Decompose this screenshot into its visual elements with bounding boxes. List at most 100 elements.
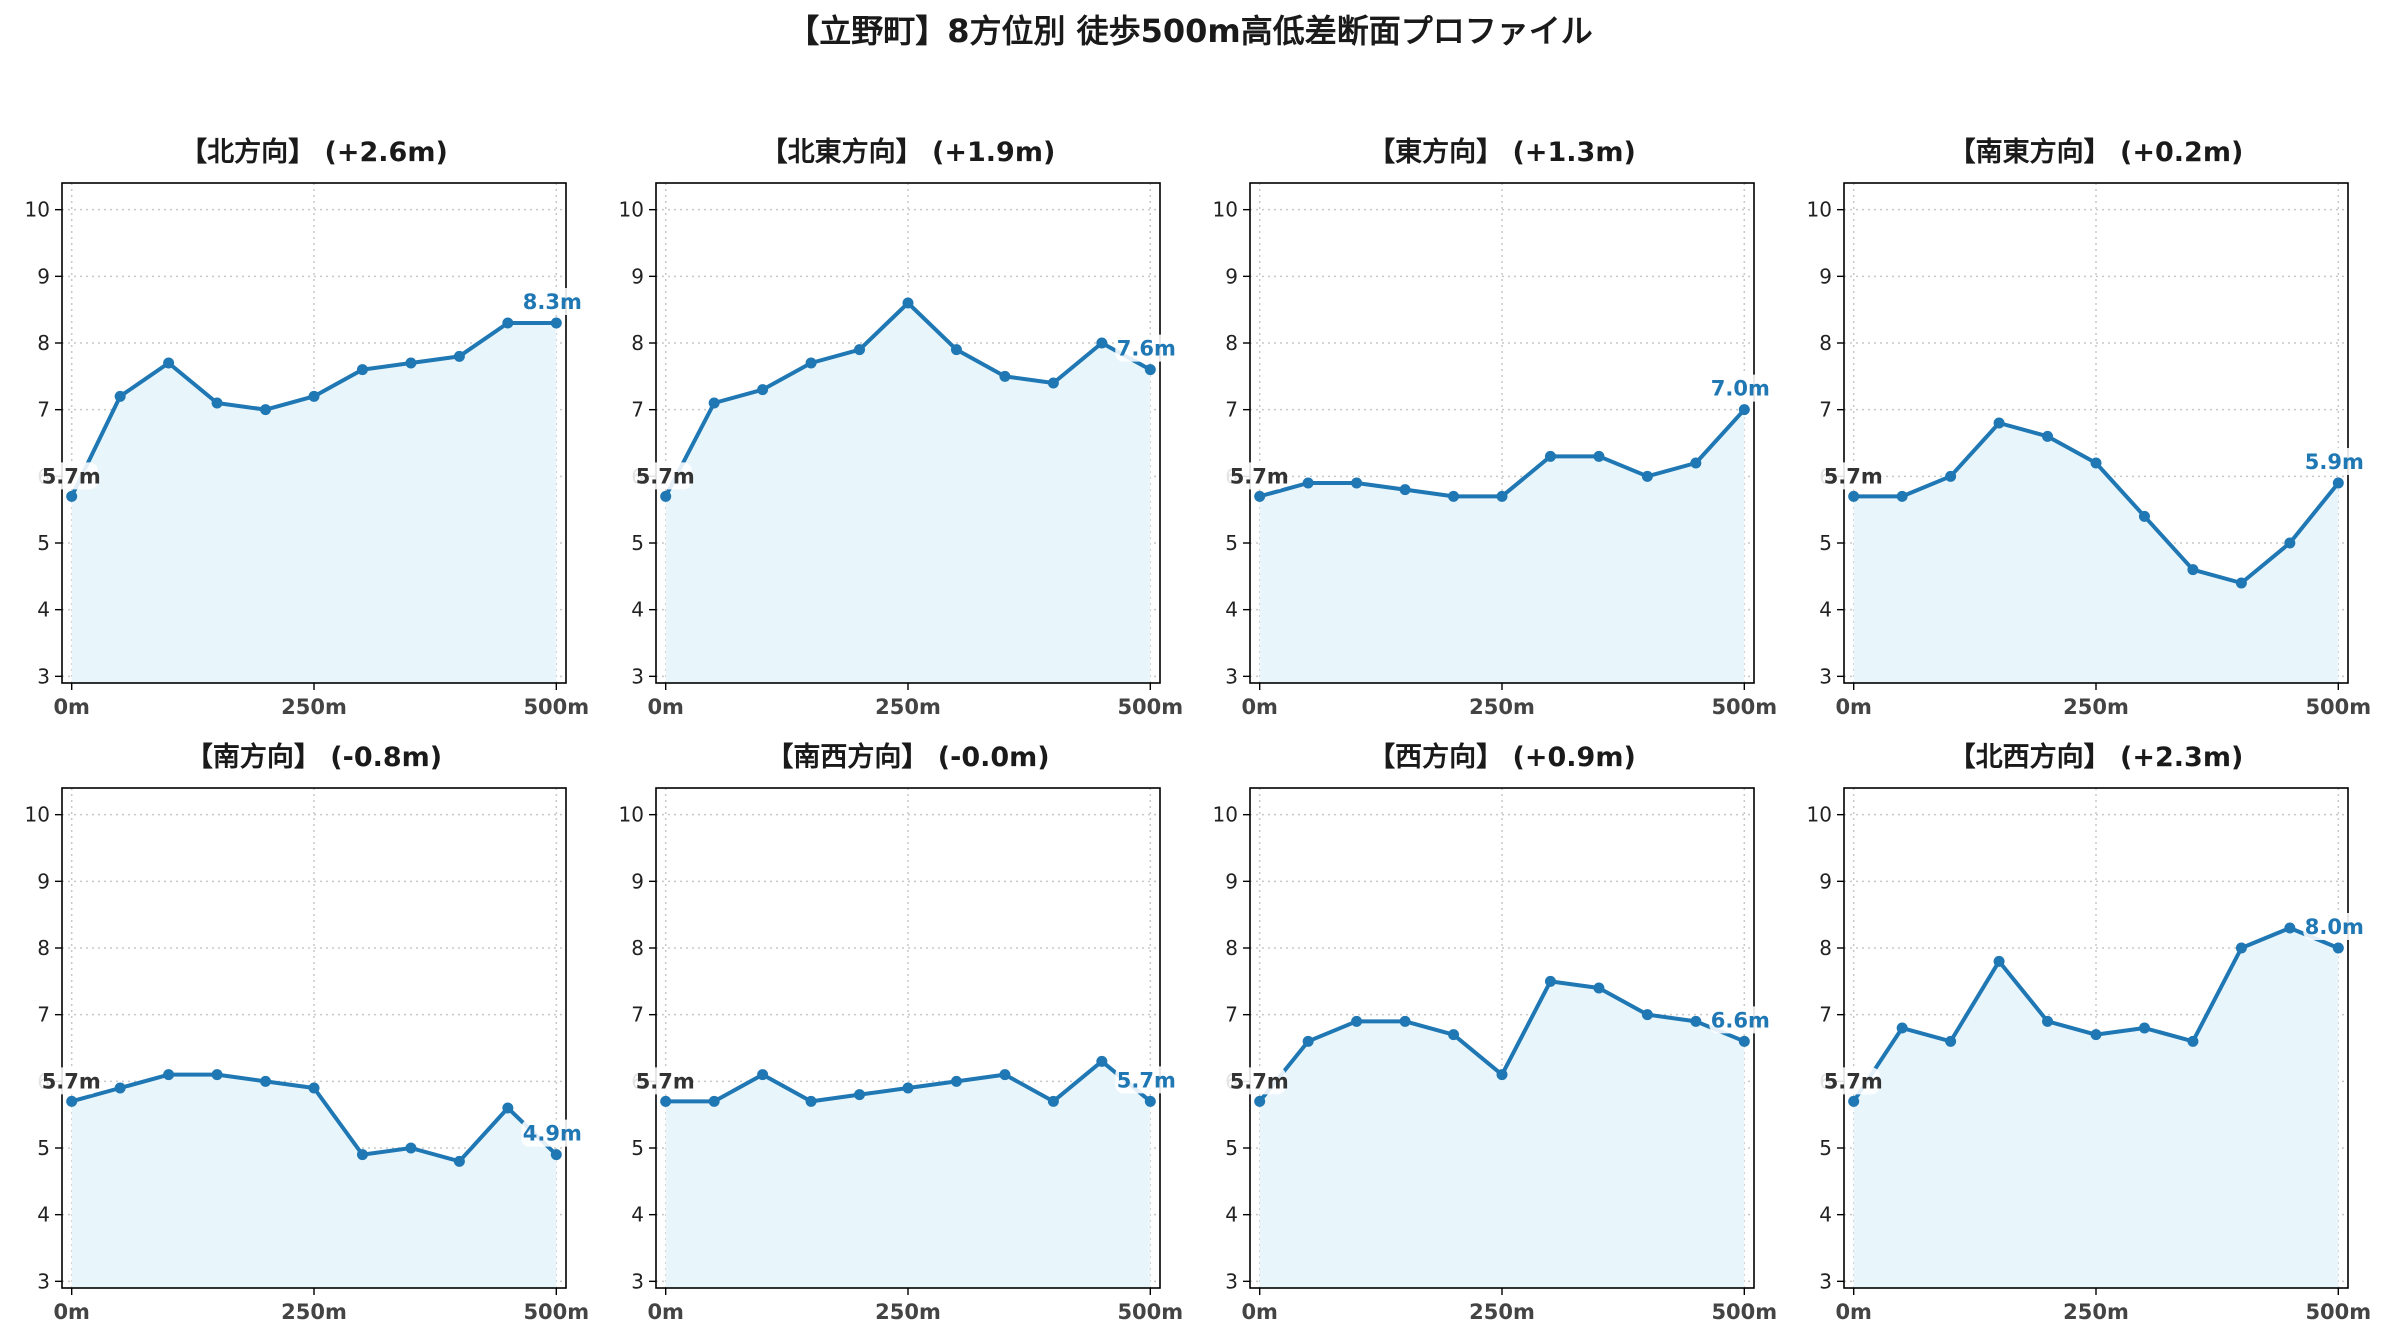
panel-title: 【南西方向】 (-0.0m) — [766, 741, 1049, 773]
start-value-label-text: 5.7m — [636, 1069, 695, 1093]
data-point — [2332, 477, 2344, 489]
start-value-label: 5.7m — [629, 1067, 695, 1095]
y-tick-label: 7 — [1225, 398, 1238, 422]
start-value-label-bg — [1223, 462, 1286, 490]
data-point — [1593, 450, 1605, 462]
data-point — [1848, 490, 1860, 502]
data-point — [1544, 975, 1556, 987]
start-value-label-bg — [1817, 462, 1880, 490]
chart-panel-6: 【南西方向】 (-0.0m)3456789100m250m500m5.7m5.7… — [619, 741, 1184, 1324]
start-value-label: 5.7m — [629, 462, 695, 490]
data-point — [1496, 490, 1508, 502]
start-value-label-bg — [35, 462, 98, 490]
start-value-label: 5.7m — [1817, 1067, 1883, 1095]
data-point — [708, 1095, 720, 1107]
start-value-label-bg — [1817, 1067, 1880, 1095]
data-point — [999, 1069, 1011, 1081]
area-fill — [665, 303, 1151, 683]
data-point — [1896, 1022, 1908, 1034]
y-tick-label: 5 — [1819, 1136, 1832, 1160]
start-value-label-text: 5.7m — [1230, 464, 1289, 488]
data-point — [1144, 1095, 1156, 1107]
chart-panel-5: 【南方向】 (-0.8m)3456789100m250m500m5.7m4.9m — [25, 741, 590, 1324]
end-value-label-bg — [2303, 448, 2366, 475]
data-point — [2284, 537, 2296, 549]
data-point — [902, 297, 914, 309]
start-value-label-bg — [35, 1067, 98, 1095]
y-tick-label: 10 — [619, 198, 644, 222]
chart-panel-8: 【北西方向】 (+2.3m)3456789100m250m500m5.7m8.0… — [1807, 741, 2372, 1324]
data-point — [2042, 430, 2054, 442]
data-point — [1896, 490, 1908, 502]
x-tick-label: 250m — [2063, 1300, 2129, 1324]
data-point — [1144, 364, 1156, 376]
data-point — [1448, 490, 1460, 502]
start-value-label: 5.7m — [35, 1067, 101, 1095]
end-value-label: 8.0m — [2303, 913, 2366, 940]
data-point — [308, 1082, 320, 1094]
y-tick-label: 5 — [37, 1136, 50, 1160]
y-tick-label: 5 — [1225, 1136, 1238, 1160]
data-point — [211, 1069, 223, 1081]
end-value-label-bg — [521, 288, 584, 315]
data-point — [1738, 1035, 1750, 1047]
y-tick-label: 5 — [631, 531, 644, 555]
panel-title: 【南方向】 (-0.8m) — [186, 741, 442, 773]
panel-title: 【北東方向】 (+1.9m) — [761, 136, 1056, 168]
data-point — [308, 390, 320, 402]
start-value-label-text: 5.7m — [1230, 1069, 1289, 1093]
data-point — [1351, 1015, 1363, 1027]
data-point — [2235, 577, 2247, 589]
y-tick-label: 9 — [1225, 869, 1238, 893]
y-tick-label: 9 — [631, 264, 644, 288]
figure-title: 【立野町】8方位別 徒歩500m高低差断面プロファイル — [787, 12, 1593, 50]
area-fill — [71, 1074, 557, 1288]
y-tick-label: 7 — [1225, 1003, 1238, 1027]
data-point — [1302, 477, 1314, 489]
start-value-label-bg — [629, 1067, 692, 1095]
data-point — [1690, 457, 1702, 469]
data-point — [1993, 955, 2005, 967]
y-tick-label: 9 — [37, 869, 50, 893]
end-value-label-bg — [1115, 1066, 1178, 1094]
data-point — [1690, 1015, 1702, 1027]
x-tick-label: 0m — [1241, 695, 1278, 719]
chart-panels: 【北方向】 (+2.6m)3456789100m250m500m5.7m8.3m… — [25, 136, 2372, 1324]
end-value-label-bg — [521, 1119, 584, 1147]
data-point — [757, 384, 769, 396]
area-fill — [71, 323, 557, 683]
data-point — [1593, 982, 1605, 994]
y-tick-label: 4 — [37, 598, 50, 622]
data-point — [1254, 490, 1266, 502]
data-point — [660, 1095, 672, 1107]
y-tick-label: 4 — [1225, 1203, 1238, 1227]
x-tick-label: 250m — [281, 695, 347, 719]
y-tick-label: 4 — [37, 1203, 50, 1227]
end-value-label-text: 5.9m — [2305, 450, 2364, 474]
chart-panel-7: 【西方向】 (+0.9m)3456789100m250m500m5.7m6.6m — [1213, 741, 1778, 1324]
x-tick-label: 0m — [647, 1300, 684, 1324]
end-value-label-text: 6.6m — [1711, 1008, 1770, 1032]
y-tick-label: 7 — [37, 398, 50, 422]
data-point — [550, 317, 562, 329]
x-tick-label: 250m — [875, 1300, 941, 1324]
y-tick-label: 5 — [631, 1136, 644, 1160]
x-tick-label: 0m — [1835, 1300, 1872, 1324]
data-point — [2042, 1015, 2054, 1027]
y-tick-label: 4 — [1225, 598, 1238, 622]
data-point — [1738, 404, 1750, 416]
data-point — [550, 1149, 562, 1161]
y-tick-label: 9 — [1819, 264, 1832, 288]
y-tick-label: 8 — [631, 936, 644, 960]
y-tick-label: 10 — [619, 803, 644, 827]
start-value-label-text: 5.7m — [1824, 1069, 1883, 1093]
data-point — [114, 390, 126, 402]
x-tick-label: 500m — [1711, 695, 1777, 719]
y-tick-label: 9 — [1225, 264, 1238, 288]
data-point — [1351, 477, 1363, 489]
y-tick-label: 10 — [1807, 803, 1832, 827]
data-point — [1945, 470, 1957, 482]
chart-panel-3: 【東方向】 (+1.3m)3456789100m250m500m5.7m7.0m — [1213, 136, 1778, 719]
y-tick-label: 3 — [1819, 1269, 1832, 1293]
